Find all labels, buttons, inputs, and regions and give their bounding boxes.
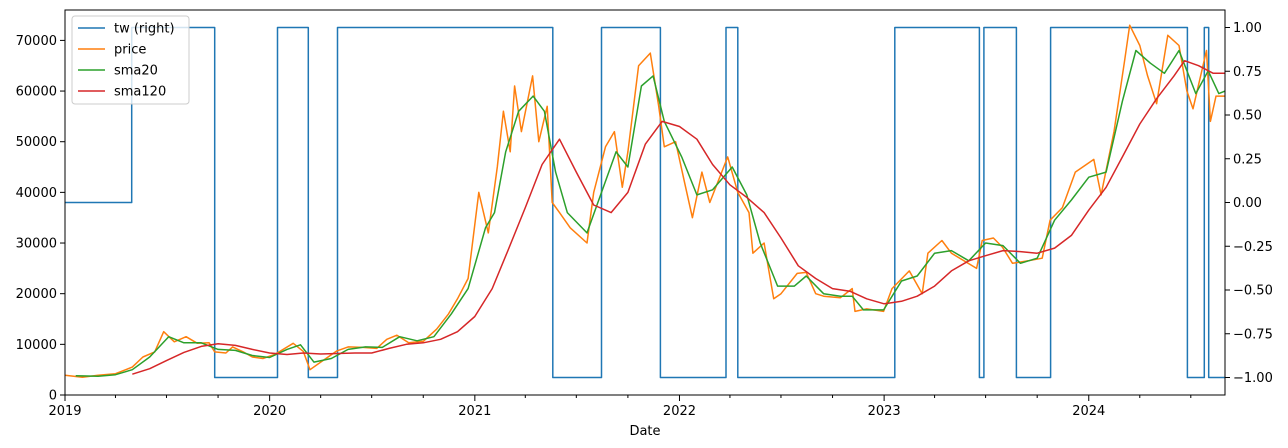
x-tick-label: 2023 <box>868 404 901 419</box>
y-right-tick-label: 0.50 <box>1233 109 1262 124</box>
x-tick-label: 2022 <box>663 404 696 419</box>
y-left-tick-label: 50000 <box>16 135 57 150</box>
y-left-tick-label: 0 <box>49 389 57 404</box>
legend-label: tw (right) <box>114 22 175 37</box>
y-right-tick-label: 0.75 <box>1233 65 1262 80</box>
y-right-tick-label: −1.00 <box>1233 371 1273 386</box>
x-tick-label: 2019 <box>48 404 81 419</box>
y-left-tick-label: 30000 <box>16 237 57 252</box>
x-tick-label: 2020 <box>253 404 286 419</box>
legend: tw (right) price sma20 sma120 <box>72 16 189 104</box>
x-axis-label: Date <box>629 424 660 439</box>
y-right-tick-label: 0.00 <box>1233 196 1262 211</box>
y-left-tick-label: 20000 <box>16 287 57 302</box>
y-right-tick-label: 1.00 <box>1233 21 1262 36</box>
x-tick-label: 2024 <box>1072 404 1105 419</box>
x-tick-label: 2021 <box>458 404 491 419</box>
y-right-tick-label: −0.25 <box>1233 240 1273 255</box>
y-left-tick-label: 70000 <box>16 34 57 49</box>
y-left-tick-label: 60000 <box>16 85 57 100</box>
y-left-tick-label: 40000 <box>16 186 57 201</box>
y-right-tick-label: 0.25 <box>1233 152 1262 167</box>
y-right-tick-label: −0.50 <box>1233 284 1273 299</box>
legend-label: price <box>114 43 146 58</box>
legend-label: sma20 <box>114 64 158 79</box>
y-left-tick-label: 10000 <box>16 338 57 353</box>
y-right-tick-label: −0.75 <box>1233 327 1273 342</box>
legend-label: sma120 <box>114 85 166 100</box>
